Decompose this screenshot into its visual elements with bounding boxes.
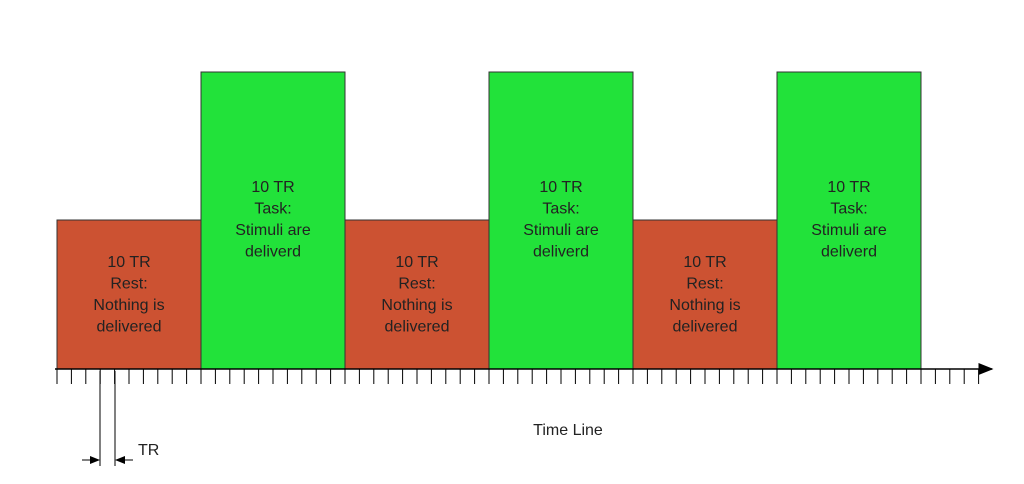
block-text: Rest: — [110, 275, 147, 292]
block-text: 10 TR — [107, 254, 150, 271]
rest-block: 10 TR Rest: Nothing is delivered — [344, 219, 490, 370]
blocks: 10 TR Rest: Nothing is delivered 10 TR Task: S… — [56, 71, 922, 370]
block-text: Task: — [830, 200, 867, 217]
block-rect — [776, 71, 922, 370]
block-text: Stimuli are — [811, 222, 887, 239]
block-rect — [344, 219, 490, 370]
block-text: Nothing is — [381, 297, 452, 314]
block-rect — [488, 71, 634, 370]
block-text: Task: — [254, 200, 291, 217]
block-text: Task: — [542, 200, 579, 217]
block-text: Nothing is — [669, 297, 740, 314]
block-text: Stimuli are — [235, 222, 311, 239]
block-text: Nothing is — [93, 297, 164, 314]
timeline-label: Time Line — [533, 422, 603, 439]
block-text: delivered — [97, 318, 162, 335]
block-text: 10 TR — [683, 254, 726, 271]
ticks — [56, 369, 980, 384]
block-text: Rest: — [686, 275, 723, 292]
block-text: delivered — [385, 318, 450, 335]
block-text: deliverd — [821, 243, 877, 260]
block-text: Stimuli are — [523, 222, 599, 239]
block-text: Rest: — [398, 275, 435, 292]
rest-block: 10 TR Rest: Nothing is delivered — [632, 219, 778, 370]
block-text: deliverd — [533, 243, 589, 260]
block-rect — [632, 219, 778, 370]
block-text: 10 TR — [251, 179, 294, 196]
tr-label: TR — [138, 442, 159, 459]
block-rect — [200, 71, 346, 370]
rest-block: 10 TR Rest: Nothing is delivered — [56, 219, 202, 370]
task-block: 10 TR Task: Stimuli are deliverd — [200, 71, 346, 370]
block-text: 10 TR — [827, 179, 870, 196]
block-text: 10 TR — [395, 254, 438, 271]
block-rect — [56, 219, 202, 370]
block-text: 10 TR — [539, 179, 582, 196]
task-block: 10 TR Task: Stimuli are deliverd — [488, 71, 634, 370]
block-text: deliverd — [245, 243, 301, 260]
task-block: 10 TR Task: Stimuli are deliverd — [776, 71, 922, 370]
block-text: delivered — [673, 318, 738, 335]
